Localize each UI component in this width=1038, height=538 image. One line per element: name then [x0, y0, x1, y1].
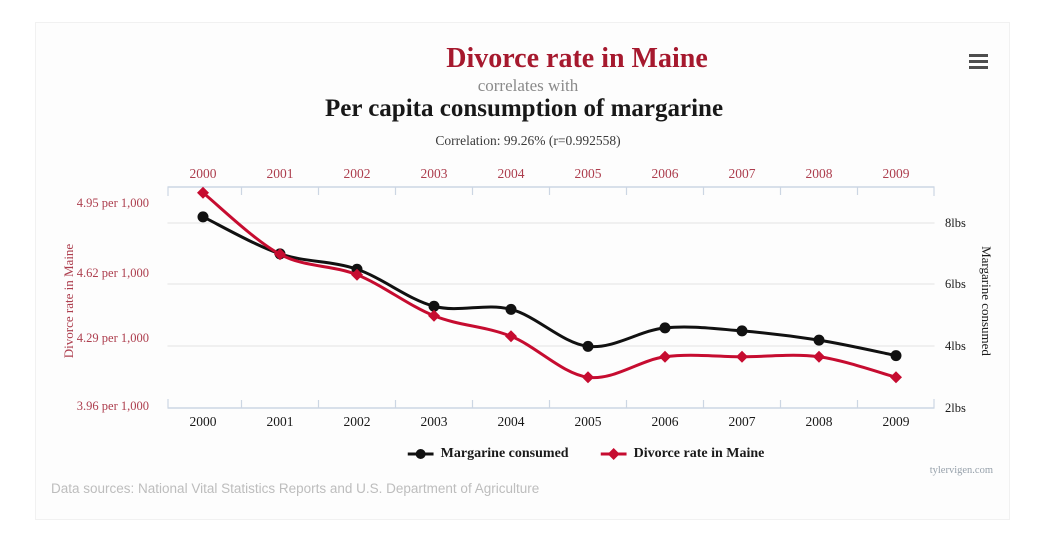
divorce-point	[736, 350, 748, 363]
watermark: tylervigen.com	[929, 465, 993, 476]
chart-title: Divorce rate in Maine	[446, 43, 708, 74]
top-year-label: 2008	[806, 166, 833, 181]
top-year-label: 2007	[729, 166, 756, 181]
bottom-year-label: 2009	[883, 414, 910, 429]
margarine-point	[890, 350, 902, 362]
top-year-label: 2009	[883, 166, 910, 181]
divorce-point	[890, 371, 902, 384]
bottom-year-label: 2002	[344, 414, 371, 429]
margarine-point	[659, 322, 671, 334]
margarine-point	[428, 300, 440, 312]
top-year-label: 2003	[421, 166, 448, 181]
top-year-label: 2002	[344, 166, 371, 181]
legend-marker-diamond-icon	[600, 448, 627, 460]
divorce-point	[274, 248, 286, 261]
bottom-year-label: 2000	[190, 414, 217, 429]
correlation-label: Correlation: 99.26% (r=0.992558)	[435, 133, 621, 148]
divorce-point	[351, 268, 363, 281]
bottom-year-label: 2005	[575, 414, 602, 429]
margarine-point	[813, 334, 825, 346]
bottom-year-label: 2003	[421, 414, 448, 429]
legend-label-margarine: Margarine consumed	[440, 446, 569, 461]
bottom-year-label: 2008	[806, 414, 833, 429]
left-axis-tick-label: 4.62 per 1,000	[77, 266, 149, 280]
right-axis-tick-label: 8lbs	[945, 216, 966, 230]
chart-card: Divorce rate in Maine correlates with Pe…	[35, 22, 1010, 520]
margarine-point	[197, 211, 209, 223]
menu-button[interactable]	[969, 54, 993, 74]
margarine-point	[736, 325, 748, 337]
right-axis-tick-label: 6lbs	[945, 277, 966, 291]
left-axis-tick-label: 3.96 per 1,000	[77, 399, 149, 413]
divorce-point	[659, 350, 671, 363]
margarine-point	[505, 303, 517, 315]
right-axis-tick-label: 2lbs	[945, 401, 966, 415]
bottom-year-label: 2007	[729, 414, 756, 429]
top-year-label: 2000	[190, 166, 217, 181]
bottom-year-label: 2004	[498, 414, 525, 429]
margarine-line	[202, 215, 897, 358]
left-axis-tick-label: 4.95 per 1,000	[77, 196, 149, 210]
divorce-point	[197, 186, 209, 199]
top-year-label: 2006	[652, 166, 679, 181]
divorce-point	[428, 309, 440, 322]
legend-label-divorce: Divorce rate in Maine	[633, 446, 765, 461]
divorce-point	[505, 330, 517, 343]
left-axis-tick-label: 4.29 per 1,000	[77, 331, 149, 345]
chart-plot: 2000 2000 2001 2001 2002 2002 2003 2003 2004 2004…	[77, 166, 966, 429]
data-sources: Data sources: National Vital Statistics …	[51, 481, 540, 496]
correlates-with-label: correlates with	[477, 76, 579, 95]
right-axis-tick-label: 4lbs	[945, 339, 966, 353]
divorce-point	[813, 350, 825, 363]
bottom-year-label: 2001	[267, 414, 294, 429]
top-year-label: 2001	[267, 166, 294, 181]
hamburger-icon	[969, 54, 993, 69]
divorce-point	[582, 371, 594, 384]
top-year-label: 2004	[498, 166, 525, 181]
divorce-line	[202, 191, 897, 380]
bottom-year-label: 2006	[652, 414, 679, 429]
chart-subtitle: Per capita consumption of margarine	[324, 95, 724, 122]
legend-item-divorce[interactable]: Divorce rate in Maine	[600, 446, 765, 462]
legend-marker-circle-icon	[407, 449, 434, 459]
legend: Margarine consumed Divorce rate in Maine	[407, 446, 765, 462]
top-year-label: 2005	[575, 166, 602, 181]
margarine-point	[582, 340, 594, 352]
legend-item-margarine[interactable]: Margarine consumed	[407, 446, 569, 462]
